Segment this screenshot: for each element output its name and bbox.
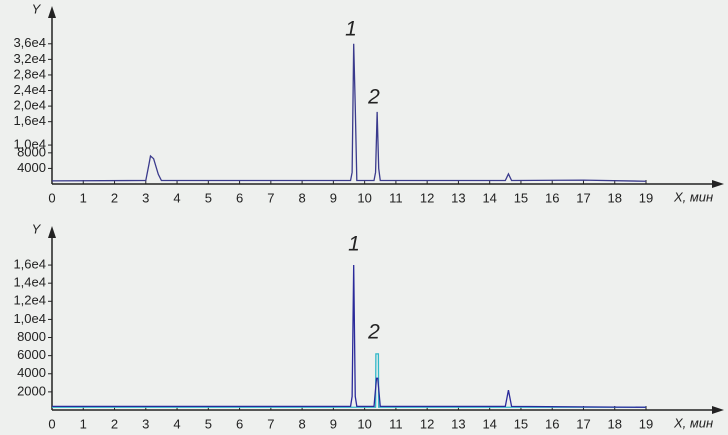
x-tick-label: 3 xyxy=(142,190,149,205)
y-axis-label: Y xyxy=(32,221,42,236)
x-tick-label: 18 xyxy=(608,190,622,205)
y-arrow xyxy=(48,226,56,238)
x-tick-label: 0 xyxy=(48,190,55,205)
x-tick-label: 19 xyxy=(639,190,653,205)
x-axis-label: X, мин xyxy=(673,189,713,204)
y-tick-label: 4000 xyxy=(17,365,46,380)
x-tick-label: 10 xyxy=(357,190,371,205)
y-arrow xyxy=(48,6,56,18)
y-tick-label: 4000 xyxy=(17,160,46,175)
peak-label: 1 xyxy=(348,233,360,256)
y-tick-label: 1,0e4 xyxy=(13,311,46,326)
x-tick-label: 8 xyxy=(298,190,305,205)
y-tick-label: 1,6e4 xyxy=(13,256,46,271)
y-tick-label: 2,8e4 xyxy=(13,66,46,81)
x-tick-label: 11 xyxy=(389,416,403,431)
x-tick-label: 9 xyxy=(330,416,337,431)
x-tick-label: 19 xyxy=(639,416,653,431)
x-tick-label: 13 xyxy=(451,416,465,431)
x-tick-label: 15 xyxy=(514,190,528,205)
y-tick-label: 8000 xyxy=(17,329,46,344)
x-tick-label: 6 xyxy=(236,190,243,205)
x-tick-label: 2 xyxy=(111,190,118,205)
x-tick-label: 4 xyxy=(173,416,180,431)
x-tick-label: 14 xyxy=(482,416,496,431)
x-tick-label: 13 xyxy=(451,190,465,205)
x-axis-label: X, мин xyxy=(673,415,713,430)
x-tick-label: 17 xyxy=(576,190,590,205)
x-tick-label: 3 xyxy=(142,416,149,431)
x-tick-label: 18 xyxy=(608,416,622,431)
x-tick-label: 2 xyxy=(111,416,118,431)
y-tick-label: 1,6e4 xyxy=(13,113,46,128)
x-tick-label: 8 xyxy=(298,416,305,431)
x-tick-label: 6 xyxy=(236,416,243,431)
y-tick-label: 1,2e4 xyxy=(13,293,46,308)
x-tick-label: 7 xyxy=(267,190,274,205)
x-tick-label: 5 xyxy=(205,190,212,205)
x-tick-label: 17 xyxy=(576,416,590,431)
y-axis-label: Y xyxy=(32,1,42,16)
x-tick-label: 12 xyxy=(420,416,434,431)
x-tick-label: 7 xyxy=(267,416,274,431)
trace xyxy=(52,265,647,408)
x-arrow xyxy=(712,406,724,414)
x-tick-label: 10 xyxy=(357,416,371,431)
x-tick-label: 5 xyxy=(205,416,212,431)
y-tick-label: 2,4e4 xyxy=(13,82,46,97)
y-tick-label: 1,0e4 xyxy=(13,136,46,151)
trace xyxy=(51,43,647,182)
x-tick-label: 12 xyxy=(420,190,434,205)
x-tick-label: 16 xyxy=(545,416,559,431)
trace xyxy=(52,353,646,408)
x-arrow xyxy=(712,180,724,188)
x-tick-label: 15 xyxy=(514,416,528,431)
x-tick-label: 11 xyxy=(389,190,403,205)
peak-label: 1 xyxy=(345,18,357,41)
x-tick-label: 1 xyxy=(80,416,87,431)
x-tick-label: 1 xyxy=(80,190,87,205)
y-tick-label: 2000 xyxy=(17,383,46,398)
y-tick-label: 3,2e4 xyxy=(13,51,46,66)
y-tick-label: 1,4e4 xyxy=(13,275,46,290)
peak-label: 2 xyxy=(367,321,380,344)
x-tick-label: 9 xyxy=(330,190,337,205)
y-tick-label: 6000 xyxy=(17,347,46,362)
x-tick-label: 14 xyxy=(482,190,496,205)
y-tick-label: 8000 xyxy=(17,144,46,159)
peak-label: 2 xyxy=(367,86,380,109)
y-tick-label: 2,0e4 xyxy=(13,98,46,113)
x-tick-label: 4 xyxy=(173,190,180,205)
y-tick-label: 3,6e4 xyxy=(13,35,46,50)
x-tick-label: 0 xyxy=(48,416,55,431)
x-tick-label: 16 xyxy=(545,190,559,205)
